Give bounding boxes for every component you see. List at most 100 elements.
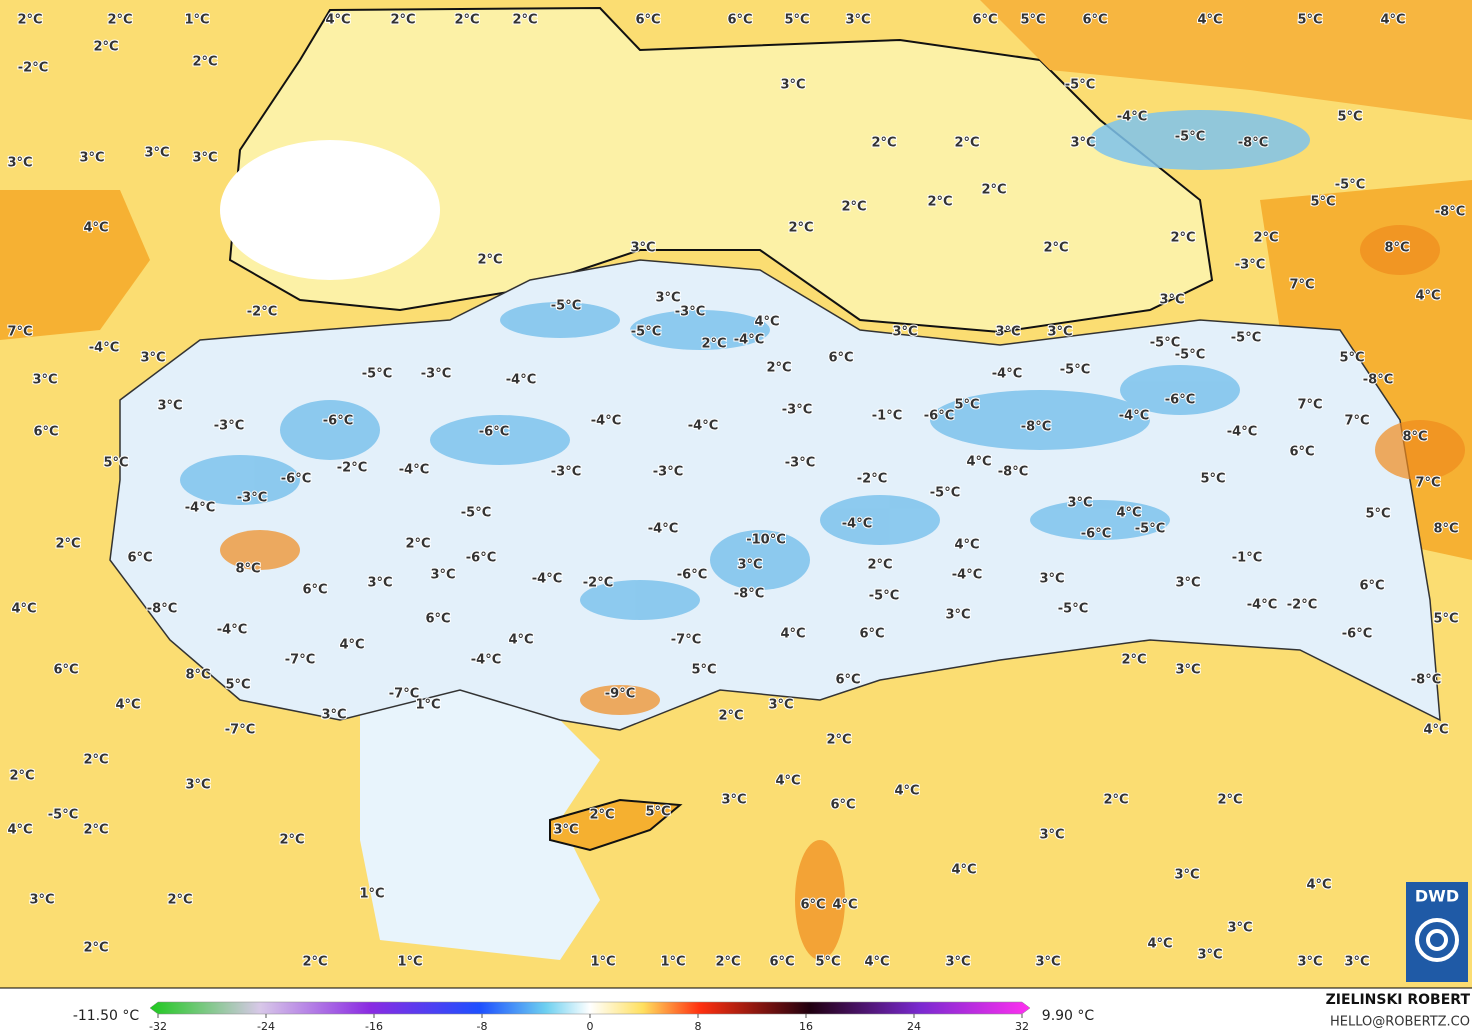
temperature-label: -6°C [1342,627,1372,642]
temperature-label: 3°C [995,325,1020,340]
temperature-label: -5°C [631,325,661,340]
temperature-label: 3°C [7,156,32,171]
temperature-label: 3°C [1175,576,1200,591]
temperature-label: 3°C [185,778,210,793]
temperature-label: 4°C [775,774,800,789]
temperature-label: 2°C [83,823,108,838]
temperature-label: 2°C [405,537,430,552]
temperature-label: -1°C [1232,551,1262,566]
temperature-label: 3°C [29,893,54,908]
temperature-label: 2°C [93,40,118,55]
temperature-label: 3°C [1197,948,1222,963]
temperature-label: 3°C [157,399,182,414]
temperature-label: 2°C [192,55,217,70]
temperature-label: 3°C [768,698,793,713]
temperature-label: 6°C [835,673,860,688]
temperature-label: 5°C [225,678,250,693]
temperature-label: 2°C [1103,793,1128,808]
temperature-label: -1°C [872,409,902,424]
temperature-label: 3°C [721,793,746,808]
temperature-label: 3°C [780,78,805,93]
temperature-label: 2°C [766,361,791,376]
temperature-label: 1°C [590,955,615,970]
temperature-label: -2°C [583,576,613,591]
temperature-label: -2°C [1287,598,1317,613]
temperature-label: 4°C [780,627,805,642]
author: ZIELINSKI ROBERT [1326,992,1471,1008]
temperature-label: 2°C [83,753,108,768]
temperature-label: -8°C [1363,373,1393,388]
temperature-label: 8°C [185,668,210,683]
temperature-label: 5°C [784,13,809,28]
temperature-label: 5°C [1020,13,1045,28]
temperature-label: -4°C [399,463,429,478]
temperature-label: 6°C [727,13,752,28]
temperature-label: 6°C [1359,579,1384,594]
temperature-label: 4°C [1380,13,1405,28]
temperature-label: -3°C [782,403,812,418]
temperature-label: 2°C [390,13,415,28]
colorbar-tick-label: 32 [1015,1020,1029,1033]
temperature-label: 1°C [415,698,440,713]
cold-area [109,259,1441,731]
temperature-label: 4°C [339,638,364,653]
temperature-label: 7°C [1344,414,1369,429]
temperature-label: 3°C [630,241,655,256]
temperature-label: 5°C [1297,13,1322,28]
temperature-label: 2°C [1217,793,1242,808]
temperature-label: -8°C [734,587,764,602]
temperature-label: 2°C [954,136,979,151]
temperature-label: -6°C [281,472,311,487]
temperature-label: 6°C [302,583,327,598]
temperature-label: -5°C [930,486,960,501]
temperature-label: 2°C [715,955,740,970]
temperature-label: -3°C [551,465,581,480]
temperature-label: 4°C [11,602,36,617]
temperature-label: 3°C [1039,828,1064,843]
temperature-label: 5°C [1365,507,1390,522]
temperature-label: 5°C [954,398,979,413]
temperature-label: 3°C [945,608,970,623]
temperature-label: 3°C [892,325,917,340]
temperature-label: 7°C [7,325,32,340]
temperature-label: 6°C [425,612,450,627]
temperature-label: 6°C [972,13,997,28]
temperature-label: 5°C [1433,612,1458,627]
temperature-label: 2°C [867,558,892,573]
temperature-label: 6°C [800,898,825,913]
temperature-label: 2°C [17,13,42,28]
temperature-label: 6°C [53,663,78,678]
temperature-label: -3°C [653,465,683,480]
temperature-label: -5°C [1231,331,1261,346]
black-sea [228,6,1214,334]
temperature-label: 3°C [192,151,217,166]
temperature-label: 2°C [1170,231,1195,246]
temperature-label: 5°C [691,663,716,678]
temperature-label: 7°C [1415,476,1440,491]
temperature-label: 3°C [737,558,762,573]
colorbar-tick-label: -32 [149,1020,167,1033]
temperature-label: 3°C [1039,572,1064,587]
temperature-label: 2°C [279,833,304,848]
temperature-label: 4°C [115,698,140,713]
temperature-label: 4°C [1423,723,1448,738]
temperature-label: 8°C [1433,522,1458,537]
warm-free-zone [220,140,440,280]
temperature-label: -5°C [1065,78,1095,93]
temperature-label: -5°C [1150,336,1180,351]
colorbar-tick-label: -8 [477,1020,488,1033]
warm-area [0,190,150,340]
temperature-label: 5°C [645,805,670,820]
temperature-label: 1°C [359,887,384,902]
temperature-label: 3°C [321,708,346,723]
temperature-label: -2°C [247,305,277,320]
temperature-label: -4°C [1119,409,1149,424]
temperature-label: -4°C [506,373,536,388]
colorbar-tick-label: -24 [257,1020,275,1033]
temperature-label: -5°C [869,589,899,604]
temperature-label: 5°C [1200,472,1225,487]
temperature-label: -3°C [214,419,244,434]
colorbar-tick-label: 0 [587,1020,594,1033]
legend-max: 9.90 °C [1042,1008,1095,1024]
